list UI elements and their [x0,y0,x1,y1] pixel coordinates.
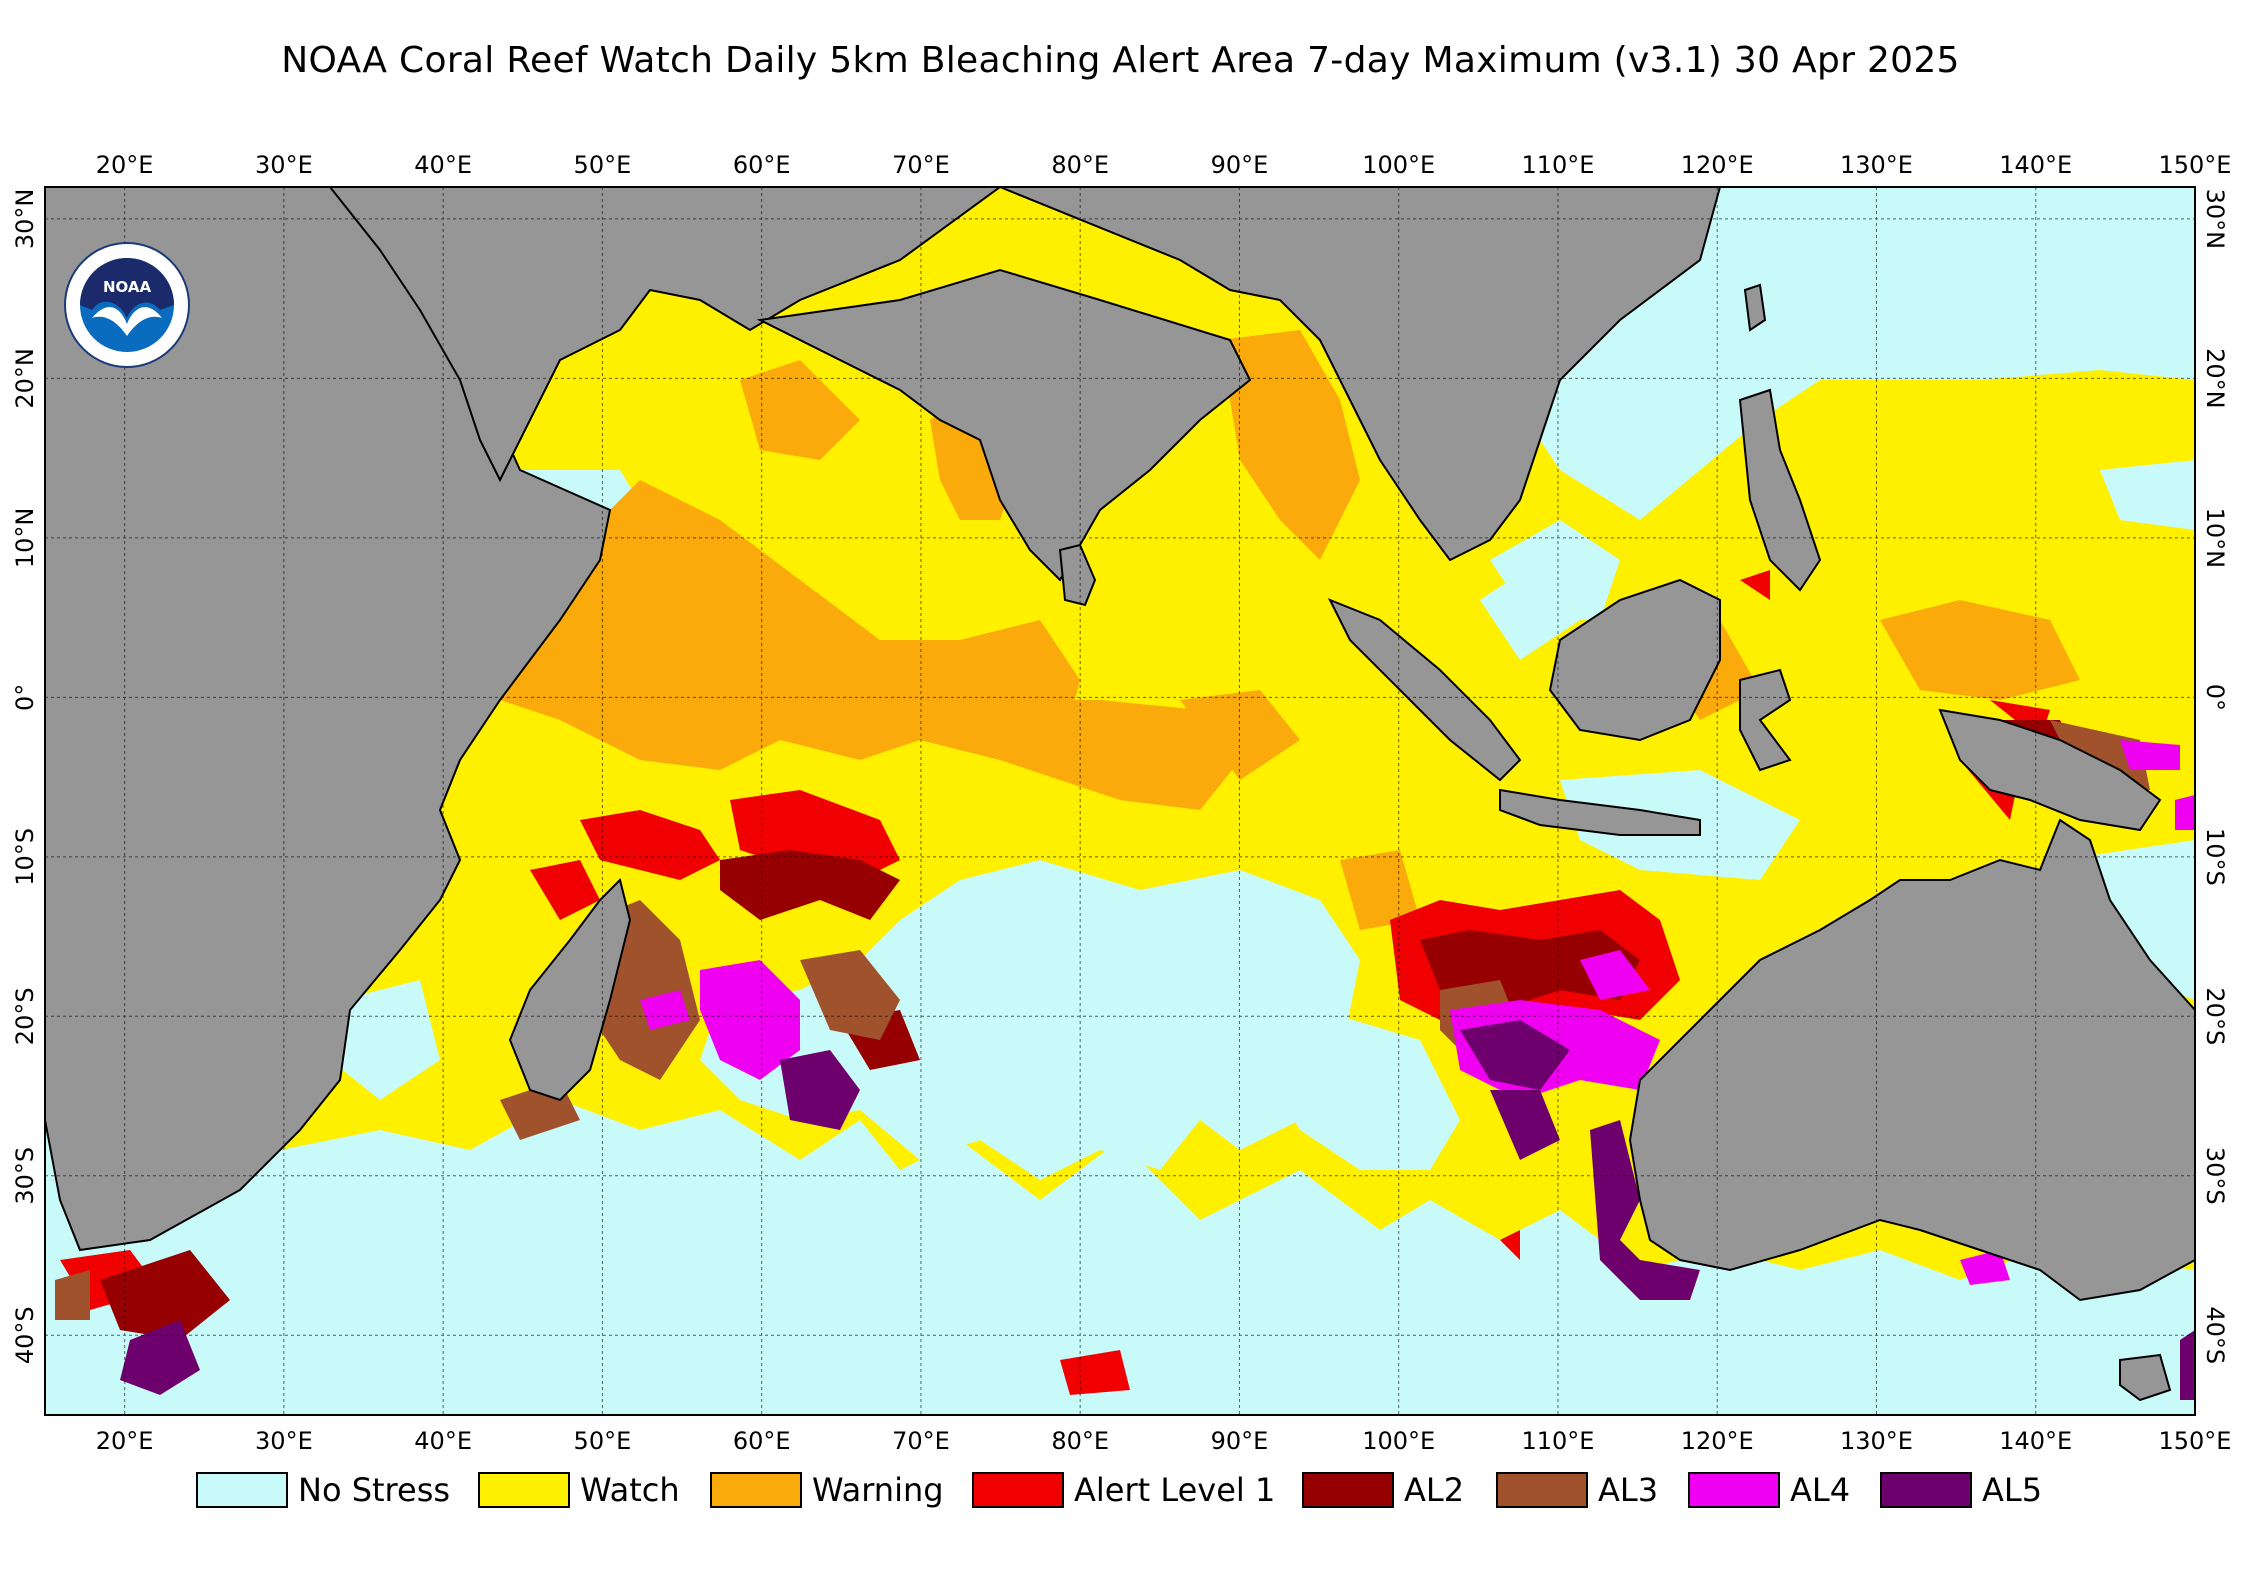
legend-label: AL5 [1982,1471,2043,1509]
lon-tick-bottom: 130°E [1840,1427,1913,1455]
lon-tick-bottom: 80°E [1051,1427,1109,1455]
arabia-land [328,187,1002,483]
legend-swatch [710,1472,802,1508]
lon-tick-top: 30°E [255,151,313,179]
lon-tick-bottom: 60°E [733,1427,791,1455]
lon-tick-bottom: 150°E [2159,1427,2232,1455]
lat-tick-right: 40°S [2201,1306,2229,1364]
legend-label: Watch [580,1471,680,1509]
legend-item: AL4 [1688,1470,1850,1510]
gridlines [45,187,2195,1415]
legend-item: Warning [710,1470,944,1510]
madagascar-land [508,878,632,1102]
lat-tick-left: 30°S [11,1147,39,1205]
taiwan-land [1743,283,1767,332]
sumatra-land [1327,598,1522,782]
legend-label: Warning [812,1471,944,1509]
lon-tick-top: 70°E [892,151,950,179]
lat-tick-left: 20°N [11,348,39,409]
australia-land [1628,818,2195,1302]
lon-tick-bottom: 20°E [96,1427,154,1455]
legend-label: AL2 [1404,1471,1465,1509]
lat-tick-left: 10°S [11,828,39,886]
java-land [1499,788,1701,836]
lon-tick-top: 110°E [1521,151,1594,179]
legend-item: Watch [478,1470,680,1510]
lat-tick-left: 0° [11,684,39,711]
legend-swatch [1880,1472,1972,1508]
lat-tick-left: 30°N [11,189,39,250]
legend-swatch [478,1472,570,1508]
lat-tick-left: 20°S [11,987,39,1045]
lon-tick-bottom: 120°E [1681,1427,1754,1455]
lat-tick-right: 20°N [2201,348,2229,409]
africa-land [45,187,612,1252]
legend-item: No Stress [196,1470,450,1510]
legend-item: Alert Level 1 [972,1470,1275,1510]
al5-areas [120,1020,2195,1400]
southeast-asia-land [999,187,1722,562]
lat-tick-left: 10°N [11,508,39,569]
lon-tick-top: 150°E [2159,151,2232,179]
lat-tick-right: 30°N [2201,189,2229,250]
lat-tick-right: 30°S [2201,1147,2229,1205]
lon-tick-bottom: 30°E [255,1427,313,1455]
legend-label: No Stress [298,1471,451,1509]
india-land [756,268,1252,582]
borneo-land [1548,578,1721,742]
lat-tick-right: 20°S [2201,987,2229,1045]
legend-label: AL4 [1790,1471,1851,1509]
lat-tick-right: 10°N [2201,508,2229,569]
tick-labels: 20°E 20°E 30°E 30°E 40°E 40°E 50°E 50°E 60°E 60°E… [11,151,2231,1455]
legend-swatch [972,1472,1064,1508]
lon-tick-top: 40°E [414,151,472,179]
legend-item: AL3 [1496,1470,1658,1510]
lon-tick-top: 50°E [574,151,632,179]
legend-label: Alert Level 1 [1074,1471,1276,1509]
legend-swatch [1302,1472,1394,1508]
lon-tick-bottom: 90°E [1211,1427,1269,1455]
lon-tick-top: 90°E [1211,151,1269,179]
lon-tick-bottom: 40°E [414,1427,472,1455]
lon-tick-top: 60°E [733,151,791,179]
noaa-logo: NOAA [64,242,190,368]
lon-tick-bottom: 110°E [1521,1427,1594,1455]
legend: No Stress Watch Warning Alert Level 1 AL2 AL3… [0,1470,2241,1510]
land-masses [45,187,2195,1402]
map-frame [44,186,2196,1416]
sulawesi-land [1739,668,1792,772]
lon-tick-bottom: 70°E [892,1427,950,1455]
lon-tick-top: 100°E [1362,151,1435,179]
lon-tick-bottom: 140°E [1999,1427,2072,1455]
philippines-land [1738,388,1822,592]
lat-tick-left: 40°S [11,1306,39,1364]
lon-tick-top: 130°E [1840,151,1913,179]
lon-tick-top: 120°E [1681,151,1754,179]
new-guinea-land [1938,708,2162,832]
map-content [45,187,2195,1415]
lat-tick-right: 0° [2201,684,2229,711]
sri-lanka-land [1058,543,1097,607]
legend-swatch [1688,1472,1780,1508]
tasmania-land [2119,1353,2172,1402]
page-title: NOAA Coral Reef Watch Daily 5km Bleachin… [281,40,1960,81]
lon-tick-bottom: 100°E [1362,1427,1435,1455]
legend-swatch [1496,1472,1588,1508]
lon-tick-top: 20°E [96,151,154,179]
legend-item: AL5 [1880,1470,2042,1510]
lon-tick-top: 80°E [1051,151,1109,179]
legend-item: AL2 [1302,1470,1464,1510]
noaa-logo-text: NOAA [103,278,152,296]
lon-tick-bottom: 50°E [574,1427,632,1455]
legend-label: AL3 [1598,1471,1659,1509]
lon-tick-top: 140°E [1999,151,2072,179]
legend-swatch [196,1472,288,1508]
lat-tick-right: 10°S [2201,828,2229,886]
